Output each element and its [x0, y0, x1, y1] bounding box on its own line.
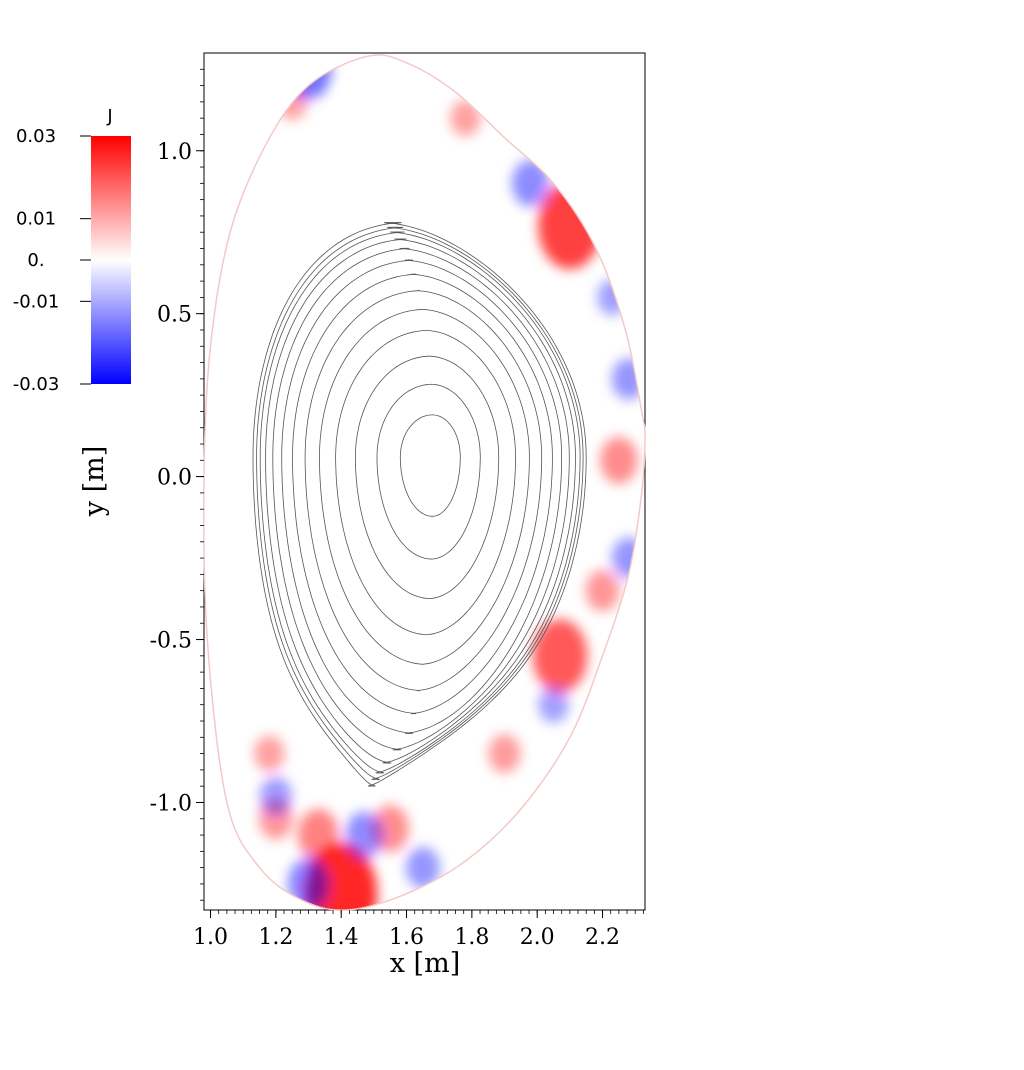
- colorbar-label: 0.03: [16, 126, 56, 147]
- positive-current-spot: [297, 809, 339, 862]
- flux-surface-contour: [252, 222, 587, 787]
- colorbar-label: -0.03: [13, 374, 60, 395]
- flux-surface-contour: [259, 231, 581, 774]
- y-tick-label: 0.5: [157, 303, 192, 328]
- positive-current-spot: [585, 569, 620, 612]
- colorbar-label: 0.01: [16, 209, 56, 230]
- flux-surface-contour: [256, 226, 584, 781]
- flux-surface-contour: [304, 290, 543, 692]
- flux-surface-contour: [265, 238, 576, 764]
- flux-surface-contour: [335, 329, 517, 636]
- y-tick-label: 1.0: [157, 140, 192, 165]
- flux-surfaces: [252, 222, 587, 787]
- y-axis-title: y [m]: [79, 446, 110, 518]
- colorbar-label: 0.: [27, 250, 44, 271]
- positive-current-spot: [254, 735, 285, 772]
- x-axis: 1.0 1.2 1.4 1.6 1.8 2.0 2.2: [193, 910, 644, 950]
- positive-current-spot: [488, 734, 521, 773]
- x-tick-label: 1.8: [454, 925, 489, 950]
- colorbar-ticks: 0.03 0.01 0. -0.01 -0.03: [13, 126, 91, 395]
- negative-current-spot: [512, 160, 550, 207]
- y-tick-label: -0.5: [150, 629, 192, 654]
- negative-current-spot: [611, 358, 646, 400]
- x-tick-label: 1.0: [193, 925, 228, 950]
- plot-area: [203, 52, 646, 911]
- y-tick-label: -1.0: [150, 791, 192, 816]
- colorbar-label: -0.01: [13, 291, 60, 312]
- negative-current-spot: [597, 279, 628, 316]
- negative-current-spot: [538, 686, 569, 723]
- flux-surface-contour: [376, 383, 481, 560]
- flux-surface-contour: [281, 259, 563, 734]
- flux-surface-contour: [399, 414, 461, 517]
- x-axis-title: x [m]: [390, 948, 460, 979]
- flux-surface-contour: [272, 247, 570, 751]
- colorbar-title: J: [106, 106, 112, 127]
- x-tick-label: 1.6: [389, 925, 424, 950]
- colorbar-gradient: [91, 136, 131, 384]
- current-density-field: [254, 54, 646, 911]
- negative-current-spot: [259, 776, 292, 816]
- negative-current-spot: [345, 811, 383, 859]
- x-tick-label: 1.4: [324, 925, 359, 950]
- y-tick-label: 0.0: [157, 466, 192, 491]
- flux-surface-contour: [354, 355, 500, 599]
- positive-current-spot: [538, 182, 602, 270]
- positive-current-spot: [450, 100, 481, 137]
- x-tick-label: 2.2: [585, 925, 620, 950]
- positive-current-spot: [600, 436, 638, 484]
- flux-surface-contour: [292, 273, 553, 715]
- y-axis: 1.0 0.5 0.0 -0.5 -1.0: [150, 68, 204, 901]
- x-tick-label: 1.2: [258, 925, 293, 950]
- negative-current-spot: [288, 857, 329, 910]
- negative-current-spot: [285, 54, 332, 100]
- flux-surface-contour: [319, 308, 530, 665]
- negative-current-spot: [405, 846, 440, 889]
- positive-current-spot: [532, 619, 588, 693]
- x-tick-label: 2.0: [520, 925, 555, 950]
- colorbar: J 0.03 0.01 0. -0.01 -0.03: [13, 106, 131, 395]
- plasma-domain-boundary: [203, 54, 646, 911]
